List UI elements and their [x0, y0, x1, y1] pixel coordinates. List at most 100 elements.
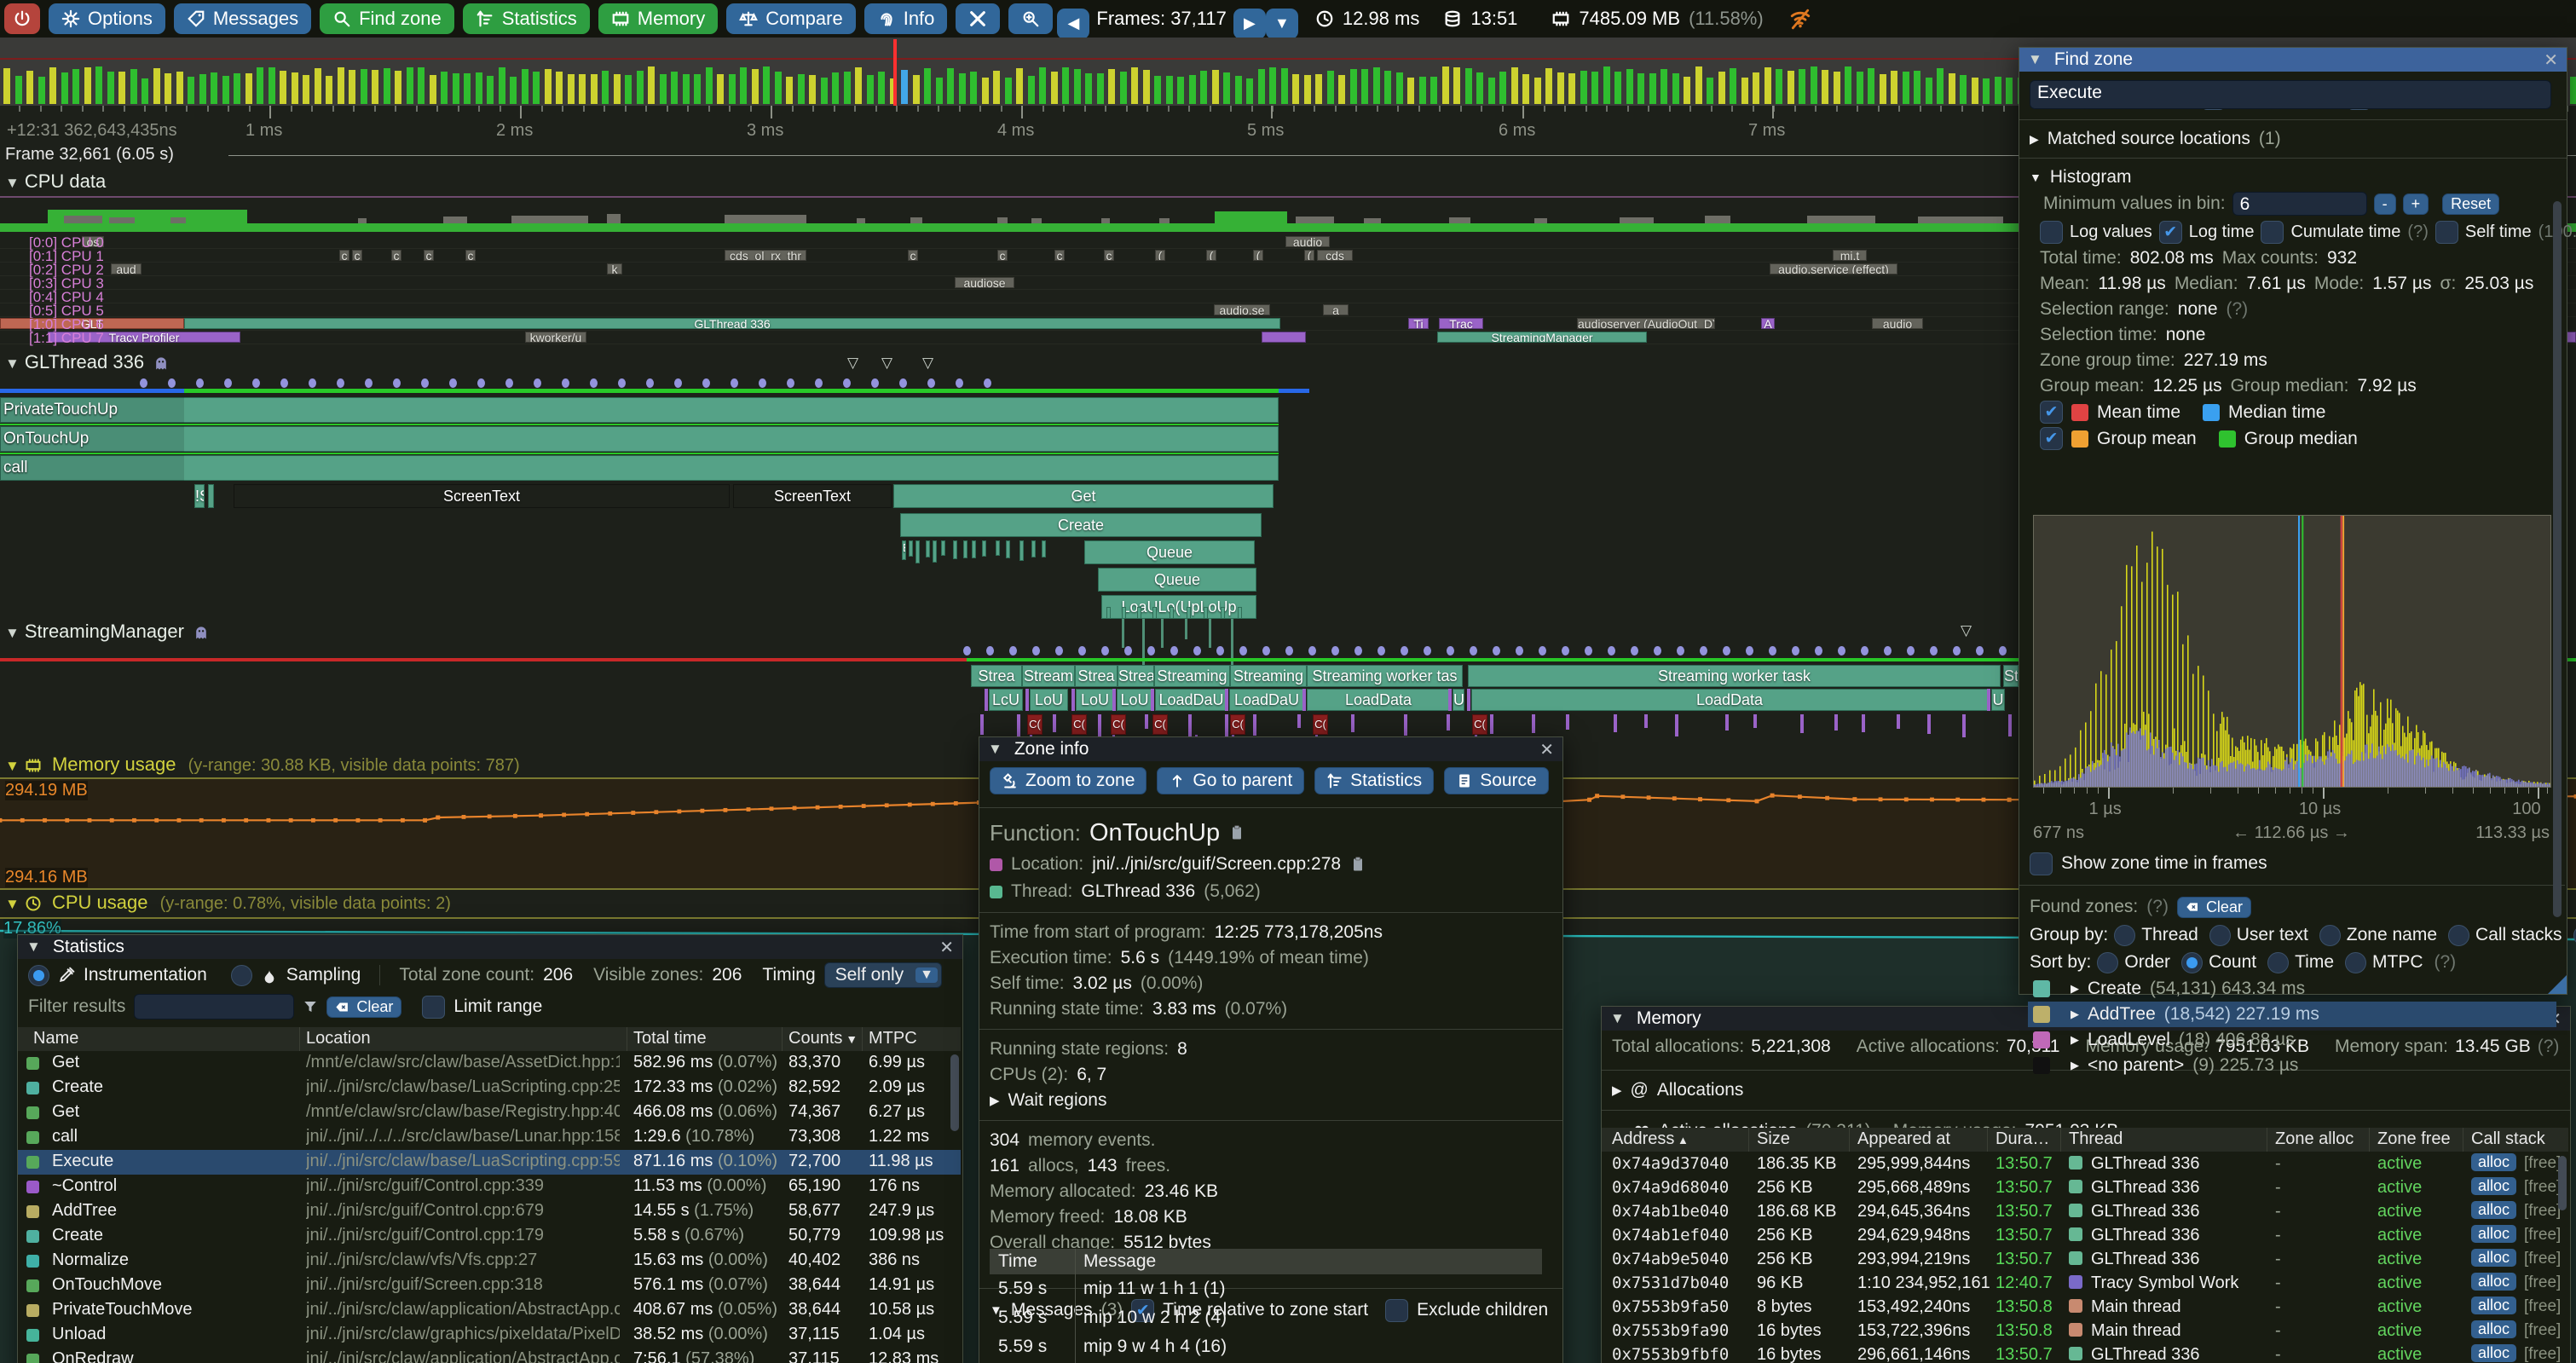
streaming-zone-bar[interactable]: U — [1453, 689, 1464, 711]
cpu-zone-bar[interactable]: GLT — [0, 318, 184, 329]
cpu-zone-bar[interactable]: aud — [111, 263, 142, 274]
frame-dropdown-button[interactable]: ▼ — [1265, 8, 1298, 39]
cpu-zone-bar[interactable]: Tracy Profiler — [48, 332, 240, 343]
find-zone-histogram[interactable] — [2033, 515, 2551, 788]
reset-button[interactable]: Reset — [2442, 193, 2500, 215]
compare-button[interactable]: Compare — [726, 3, 856, 34]
zone-tick[interactable] — [972, 540, 976, 559]
go-to-parent-button[interactable]: Go to parent — [1157, 767, 1305, 794]
zone-c-marker[interactable]: C( — [1111, 714, 1126, 735]
glthread-header[interactable]: ▼ GLThread 336 — [5, 351, 170, 373]
close-icon[interactable]: ✕ — [939, 938, 954, 957]
statistics-row[interactable]: OnRedraw jni/../jni/src/claw/application/… — [18, 1348, 961, 1363]
next-frame-button[interactable]: ▶ — [1233, 8, 1266, 39]
info-button[interactable]: Info — [863, 3, 948, 34]
cpu-zone-bar[interactable]: audio — [1285, 236, 1330, 247]
alloc-callstack-button[interactable]: alloc — [2471, 1225, 2517, 1243]
statistics-row[interactable]: Get/mnt/e/claw/src/claw/base/AssetDict.h… — [18, 1051, 961, 1076]
zone-tick[interactable] — [915, 540, 920, 563]
message-marker-icon[interactable]: ▽ — [1961, 622, 1972, 638]
cpu-zone-bar[interactable]: c — [339, 250, 349, 261]
allocation-row[interactable]: 0x7553b9fa90 16 bytes 153,722,396ns 13:50.8… — [1612, 1320, 2562, 1340]
column-header-location[interactable]: Location — [306, 1029, 371, 1048]
streaming-zone-bar[interactable]: Streaming — [1154, 665, 1230, 687]
column-header-total-time[interactable]: Total time — [633, 1029, 707, 1048]
cpu-zone-bar[interactable]: c — [424, 250, 434, 261]
zone-bar-privatetouchup[interactable] — [0, 397, 1279, 423]
zoom-to-zone-button[interactable]: Zoom to zone — [990, 767, 1147, 794]
zone-bar-call[interactable] — [0, 455, 1279, 481]
log-time-checkbox[interactable]: ✔ — [2158, 220, 2182, 244]
clear-found-button[interactable]: Clear — [2176, 896, 2251, 918]
close-icon[interactable]: ✕ — [2544, 50, 2558, 70]
alloc-callstack-button[interactable]: alloc — [2471, 1297, 2517, 1314]
message-marker-icon[interactable]: ▽ — [881, 355, 893, 371]
groupby-radio-thread[interactable] — [2114, 924, 2136, 946]
streaming-zone-bar[interactable]: U — [1991, 689, 2005, 711]
decrement-button[interactable]: - — [2373, 193, 2396, 215]
statistics-row[interactable]: AddTree jni/../jni/src/guif/Control.cpp:6… — [18, 1199, 961, 1224]
alloc-callstack-button[interactable]: alloc — [2471, 1177, 2517, 1195]
column-header-address[interactable]: Address ▲ — [1612, 1129, 1689, 1148]
streaming-zone-bar[interactable]: Stream — [1022, 665, 1075, 687]
cpu-zone-bar[interactable]: audio.service (effect) — [1770, 263, 1897, 274]
statistics-row[interactable]: Normalize jni/../jni/src/claw/vfs/Vfs.cpp… — [18, 1249, 961, 1273]
statistics-scrollbar[interactable] — [950, 1054, 959, 1131]
alloc-callstack-button[interactable]: alloc — [2471, 1153, 2517, 1171]
cpu-zone-bar[interactable]: os — [82, 236, 104, 247]
streaming-zone-bar[interactable]: LoU — [1076, 689, 1114, 711]
cpu-zone-bar[interactable]: cds_ol_rx_thr — [725, 250, 806, 261]
cpu-zone-bar[interactable]: c — [1104, 250, 1114, 261]
zone-tick[interactable] — [1122, 607, 1126, 619]
increment-button[interactable]: + — [2402, 193, 2429, 215]
streaming-zone-bar[interactable]: LoU — [1030, 689, 1068, 711]
cpu-zone-bar[interactable]: audio — [1872, 318, 1923, 329]
zone-bar[interactable]: ScreenText — [234, 484, 730, 508]
cumulate-time-checkbox[interactable] — [2261, 220, 2284, 244]
sortby-radio-time[interactable] — [2267, 951, 2290, 973]
zone-tick[interactable] — [1204, 607, 1208, 619]
statistics-row[interactable]: OnTouchMove jni/../jni/src/guif/Screen.cp… — [18, 1273, 961, 1298]
cpu-zone-bar[interactable]: c — [908, 250, 918, 261]
zone-bar[interactable]: Queue — [1084, 540, 1255, 564]
zone-c-marker[interactable]: C( — [1472, 714, 1487, 735]
log-values-checkbox[interactable] — [2040, 220, 2063, 244]
statistics-row[interactable]: Get/mnt/e/claw/src/claw/base/Registry.hp… — [18, 1100, 961, 1125]
allocation-row[interactable]: 0x74ab9e5040 256 KB 293,994,219ns 13:50.7 GL… — [1612, 1249, 2562, 1268]
streaming-zone-bar[interactable]: LoadDaU — [1155, 689, 1227, 711]
alloc-callstack-button[interactable]: alloc — [2471, 1273, 2517, 1291]
sortby-radio-mtpc[interactable] — [2345, 951, 2366, 973]
cpu-usage-header[interactable]: ▼ CPU usage (y-range: 0.78%, visible dat… — [5, 892, 451, 913]
streaming-zone-bar[interactable]: Strea — [1075, 665, 1118, 687]
memory-usage-header[interactable]: ▼ Memory usage (y-range: 30.88 KB, visib… — [5, 754, 520, 775]
alloc-callstack-button[interactable]: alloc — [2471, 1320, 2517, 1338]
allocation-row[interactable]: 0x7531d7b040 96 KB 1:10 234,952,161 12:40.7… — [1612, 1273, 2562, 1292]
zone-bar[interactable]: Create — [900, 513, 1262, 537]
zone-bar[interactable]: Get — [893, 484, 1274, 508]
allocation-row[interactable]: 0x74a9d68040 256 KB 295,668,489ns 13:50.7 GL… — [1612, 1177, 2562, 1197]
zone-tick[interactable] — [926, 540, 930, 557]
cpu-zone-bar[interactable]: a — [1323, 304, 1349, 315]
alloc-callstack-button[interactable]: alloc — [2471, 1249, 2517, 1267]
groupby-radio-user-text[interactable] — [2209, 924, 2231, 946]
cpu-zone-bar[interactable]: k — [607, 263, 622, 274]
clipboard-icon[interactable] — [1228, 824, 1245, 841]
streaming-zone-bar[interactable]: St — [2003, 665, 2019, 687]
alloc-callstack-button[interactable]: alloc — [2471, 1344, 2517, 1362]
zone-c-marker[interactable]: C( — [1152, 714, 1168, 735]
filter-input[interactable] — [134, 994, 295, 1019]
statistics-row[interactable]: Create jni/../jni/src/claw/base/LuaScript… — [18, 1076, 961, 1100]
statistics-row[interactable]: Execute jni/../jni/src/claw/base/LuaScrip… — [18, 1150, 961, 1175]
streaming-zone-bar[interactable]: Strea — [971, 665, 1022, 687]
legend-checkbox-1[interactable]: ✔ — [2040, 427, 2063, 450]
source-button[interactable]: Source — [1444, 767, 1549, 794]
streaming-zone-bar[interactable]: Strea — [1118, 665, 1154, 687]
zone-tick[interactable] — [963, 540, 967, 559]
find-zone-button[interactable]: Find zone — [320, 3, 454, 34]
streaming-zone-bar[interactable]: LcU — [989, 689, 1023, 711]
column-header-dura-[interactable]: Dura… — [1996, 1129, 2050, 1148]
message-row[interactable]: 5.59 s mip 10 w 2 h 2 (4) — [998, 1308, 1227, 1327]
allocations-expander[interactable]: ▶ @ Allocations — [1612, 1080, 1744, 1100]
statistics-row[interactable]: Create jni/../jni/src/guif/Control.cpp:17… — [18, 1224, 961, 1249]
matched-locations-expander[interactable]: ▶ Matched source locations (1) — [2030, 129, 2281, 148]
